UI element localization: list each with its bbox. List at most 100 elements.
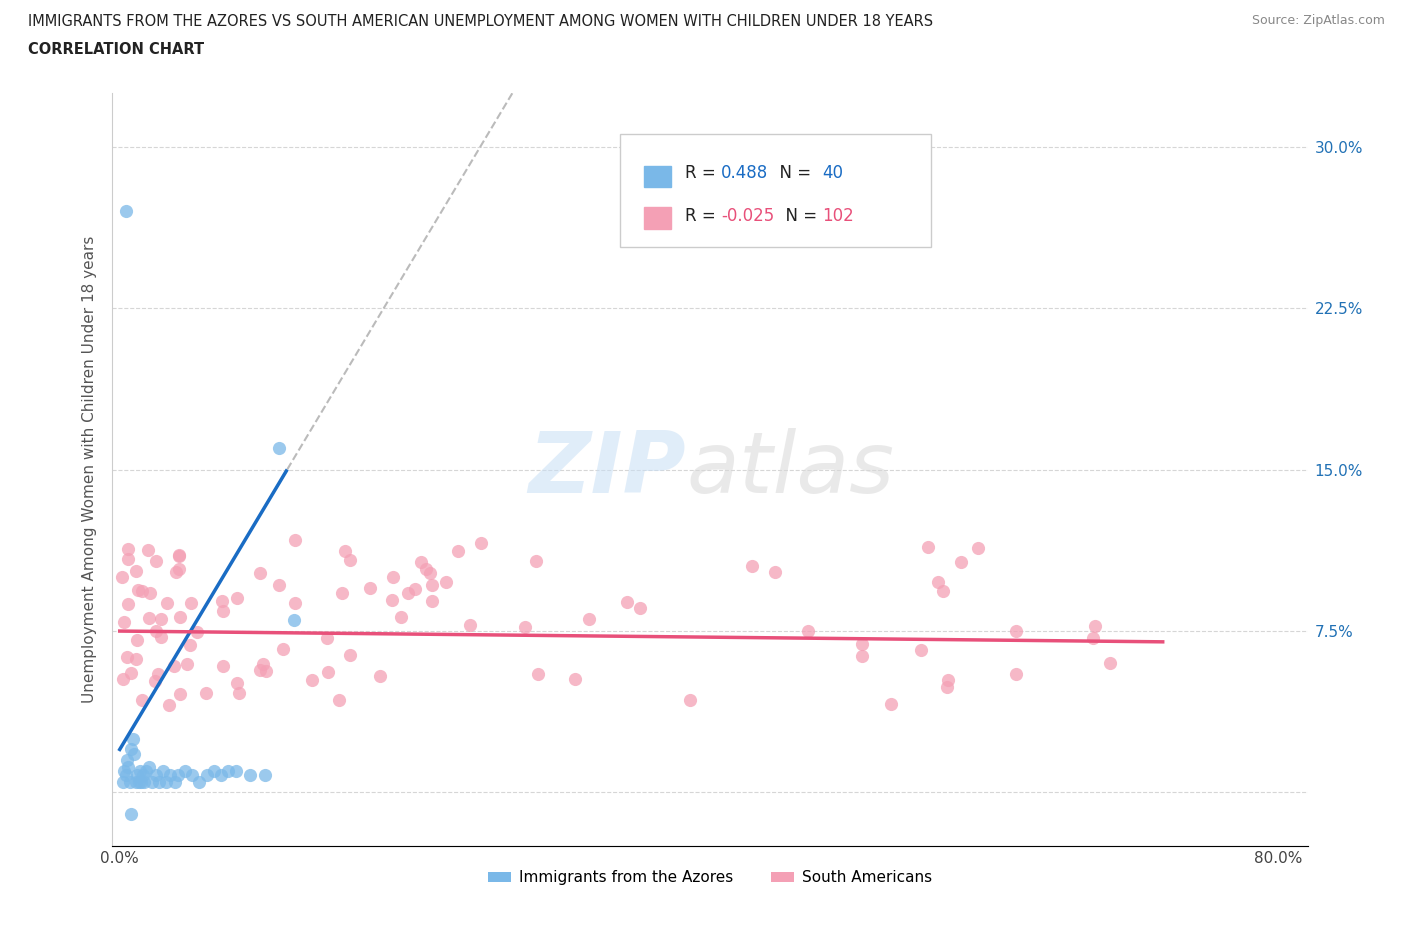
Text: CORRELATION CHART: CORRELATION CHART bbox=[28, 42, 204, 57]
South Americans bbox=[628, 601, 651, 616]
Immigrants from the Azores bbox=[112, 764, 135, 778]
South Americans bbox=[148, 666, 170, 681]
South Americans bbox=[180, 595, 202, 610]
Immigrants from the Azores bbox=[124, 775, 146, 790]
FancyBboxPatch shape bbox=[644, 207, 671, 229]
South Americans bbox=[115, 650, 138, 665]
Immigrants from the Azores bbox=[141, 775, 163, 790]
South Americans bbox=[420, 578, 443, 592]
South Americans bbox=[527, 667, 550, 682]
South Americans bbox=[434, 574, 457, 589]
Immigrants from the Azores bbox=[159, 768, 181, 783]
South Americans bbox=[396, 586, 419, 601]
South Americans bbox=[271, 642, 294, 657]
South Americans bbox=[404, 581, 426, 596]
South Americans bbox=[932, 584, 955, 599]
South Americans bbox=[228, 685, 250, 700]
South Americans bbox=[359, 580, 381, 595]
Immigrants from the Azores bbox=[155, 775, 177, 790]
South Americans bbox=[226, 591, 249, 605]
Immigrants from the Azores bbox=[225, 764, 247, 778]
South Americans bbox=[927, 575, 949, 590]
Immigrants from the Azores bbox=[145, 768, 167, 783]
South Americans bbox=[149, 629, 172, 644]
South Americans bbox=[578, 611, 600, 626]
South Americans bbox=[249, 565, 271, 580]
South Americans bbox=[169, 610, 191, 625]
Immigrants from the Azores bbox=[253, 768, 276, 783]
South Americans bbox=[169, 686, 191, 701]
Text: ZIP: ZIP bbox=[529, 428, 686, 512]
South Americans bbox=[150, 611, 173, 626]
Text: 40: 40 bbox=[823, 164, 844, 181]
South Americans bbox=[447, 544, 470, 559]
South Americans bbox=[880, 697, 903, 711]
South Americans bbox=[131, 583, 153, 598]
Immigrants from the Azores bbox=[217, 764, 239, 778]
South Americans bbox=[411, 554, 433, 569]
South Americans bbox=[139, 585, 162, 600]
Immigrants from the Azores bbox=[115, 752, 138, 767]
Immigrants from the Azores bbox=[118, 775, 141, 790]
South Americans bbox=[114, 614, 136, 629]
South Americans bbox=[339, 553, 361, 568]
Immigrants from the Azores bbox=[117, 759, 139, 774]
South Americans bbox=[211, 604, 233, 618]
Immigrants from the Azores bbox=[283, 613, 305, 628]
South Americans bbox=[138, 610, 160, 625]
South Americans bbox=[381, 592, 404, 607]
South Americans bbox=[145, 554, 167, 569]
Immigrants from the Azores bbox=[138, 759, 160, 774]
South Americans bbox=[458, 618, 481, 632]
South Americans bbox=[157, 698, 180, 712]
South Americans bbox=[127, 583, 149, 598]
Immigrants from the Azores bbox=[267, 441, 290, 456]
Immigrants from the Azores bbox=[209, 768, 232, 783]
Immigrants from the Azores bbox=[202, 764, 225, 778]
Immigrants from the Azores bbox=[166, 768, 188, 783]
South Americans bbox=[564, 671, 586, 686]
South Americans bbox=[339, 647, 361, 662]
South Americans bbox=[112, 671, 135, 686]
South Americans bbox=[316, 631, 339, 645]
South Americans bbox=[330, 585, 353, 600]
South Americans bbox=[156, 595, 179, 610]
South Americans bbox=[1081, 631, 1104, 645]
Immigrants from the Azores bbox=[152, 764, 174, 778]
Y-axis label: Unemployment Among Women with Children Under 18 years: Unemployment Among Women with Children U… bbox=[82, 236, 97, 703]
Text: -0.025: -0.025 bbox=[721, 206, 775, 225]
South Americans bbox=[117, 551, 139, 566]
South Americans bbox=[125, 564, 148, 578]
South Americans bbox=[120, 666, 142, 681]
Immigrants from the Azores bbox=[111, 775, 134, 790]
Immigrants from the Azores bbox=[122, 746, 145, 761]
Immigrants from the Azores bbox=[181, 768, 204, 783]
South Americans bbox=[368, 669, 391, 684]
South Americans bbox=[415, 562, 437, 577]
South Americans bbox=[936, 672, 959, 687]
South Americans bbox=[389, 610, 412, 625]
Immigrants from the Azores bbox=[188, 775, 211, 790]
South Americans bbox=[212, 659, 235, 674]
South Americans bbox=[851, 636, 873, 651]
South Americans bbox=[301, 672, 323, 687]
Text: N =: N = bbox=[769, 164, 815, 181]
South Americans bbox=[179, 638, 201, 653]
South Americans bbox=[419, 566, 441, 581]
South Americans bbox=[917, 539, 939, 554]
South Americans bbox=[195, 685, 218, 700]
South Americans bbox=[382, 569, 405, 584]
Immigrants from the Azores bbox=[163, 775, 186, 790]
South Americans bbox=[267, 578, 290, 592]
South Americans bbox=[470, 536, 492, 551]
South Americans bbox=[318, 664, 340, 679]
South Americans bbox=[967, 540, 990, 555]
South Americans bbox=[211, 593, 233, 608]
South Americans bbox=[186, 624, 208, 639]
South Americans bbox=[333, 544, 356, 559]
South Americans bbox=[679, 692, 702, 707]
Text: R =: R = bbox=[685, 206, 721, 225]
Immigrants from the Azores bbox=[132, 768, 155, 783]
South Americans bbox=[797, 624, 820, 639]
South Americans bbox=[1004, 623, 1026, 638]
